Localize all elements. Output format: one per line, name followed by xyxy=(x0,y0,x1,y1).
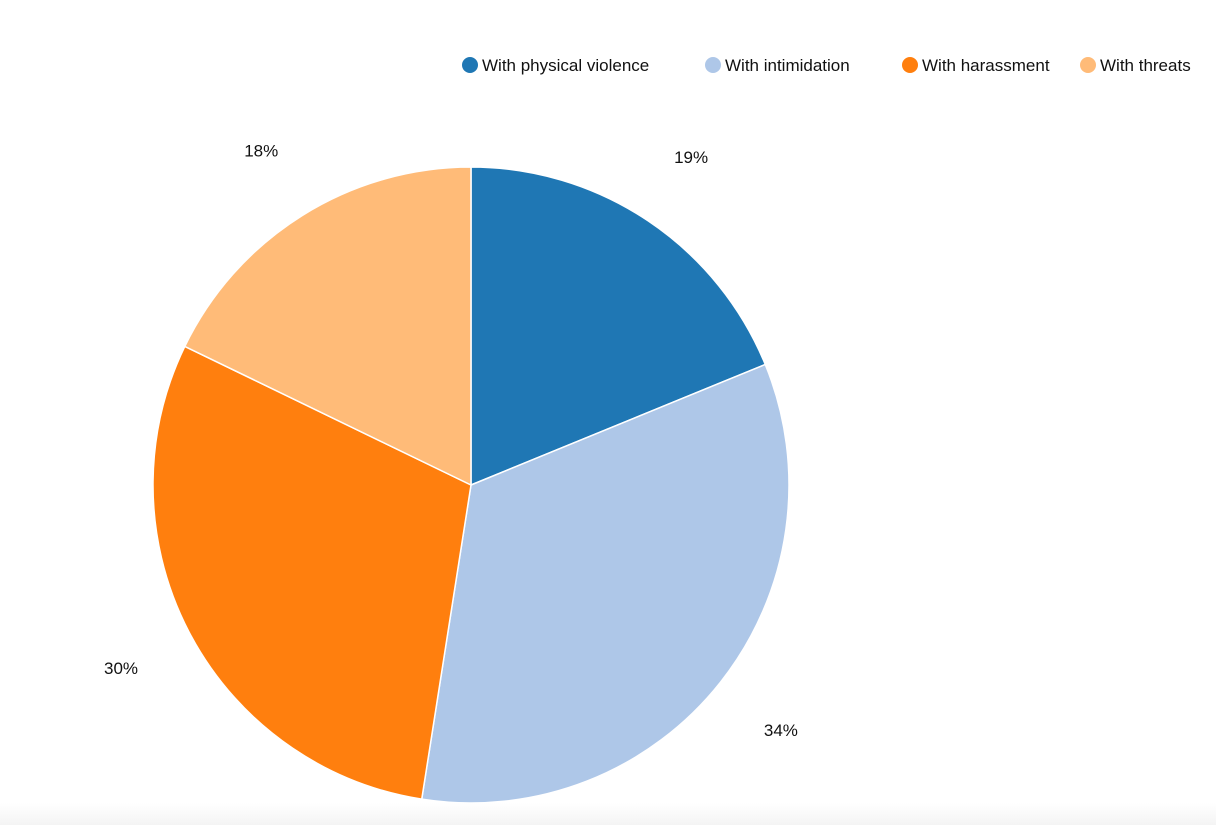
bottom-edge-shade xyxy=(0,803,1216,825)
legend-item[interactable]: With intimidation xyxy=(705,56,850,75)
legend-label: With intimidation xyxy=(725,56,850,75)
legend-swatch xyxy=(705,57,721,73)
pie-slice[interactable] xyxy=(183,166,472,487)
pie-data-labels: 19% 34% 30% 18% xyxy=(104,141,798,740)
pie-slice[interactable] xyxy=(470,166,767,487)
legend-item[interactable]: With threats xyxy=(1080,56,1191,75)
slice-value-label: 30% xyxy=(104,659,138,678)
legend-label: With harassment xyxy=(922,56,1050,75)
slice-value-label: 18% xyxy=(244,141,278,160)
legend-swatch xyxy=(902,57,918,73)
slice-value-label: 34% xyxy=(764,721,798,740)
legend-swatch xyxy=(462,57,478,73)
legend-swatch xyxy=(1080,57,1096,73)
legend: With physical violence With intimidation W… xyxy=(462,56,1191,75)
pie-slice[interactable] xyxy=(420,363,790,804)
legend-item[interactable]: With harassment xyxy=(902,56,1050,75)
legend-label: With threats xyxy=(1100,56,1191,75)
slice-value-label: 19% xyxy=(674,148,708,167)
pie-slice[interactable] xyxy=(152,345,472,801)
pie-slices xyxy=(152,166,790,804)
legend-item[interactable]: With physical violence xyxy=(462,56,649,75)
legend-label: With physical violence xyxy=(482,56,649,75)
